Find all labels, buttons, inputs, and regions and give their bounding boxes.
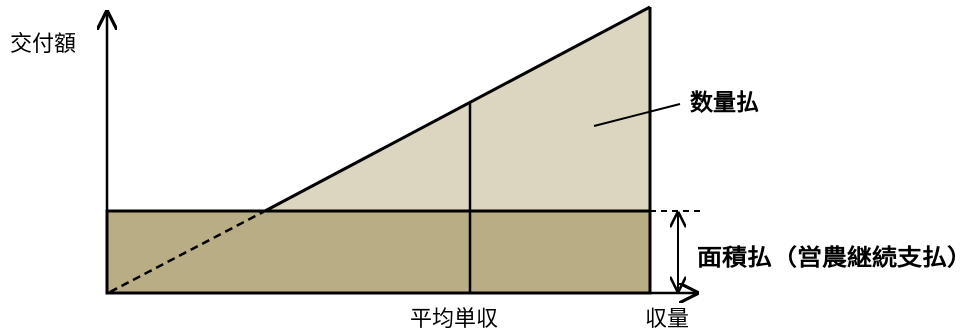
payment-line-extension: [109, 209, 266, 294]
payment-line: [264, 5, 651, 213]
area-payment-area: [105, 209, 652, 295]
average-yield-label: 平均単収: [410, 307, 498, 332]
y-axis-label: 交付額: [10, 32, 76, 57]
quantity-payment-leader: [593, 103, 681, 127]
quantity-payment-label: 数量払: [690, 90, 759, 116]
x-axis-label: 収量: [645, 307, 689, 332]
area-payment-label: 面積払（営農継続支払）: [697, 244, 972, 271]
